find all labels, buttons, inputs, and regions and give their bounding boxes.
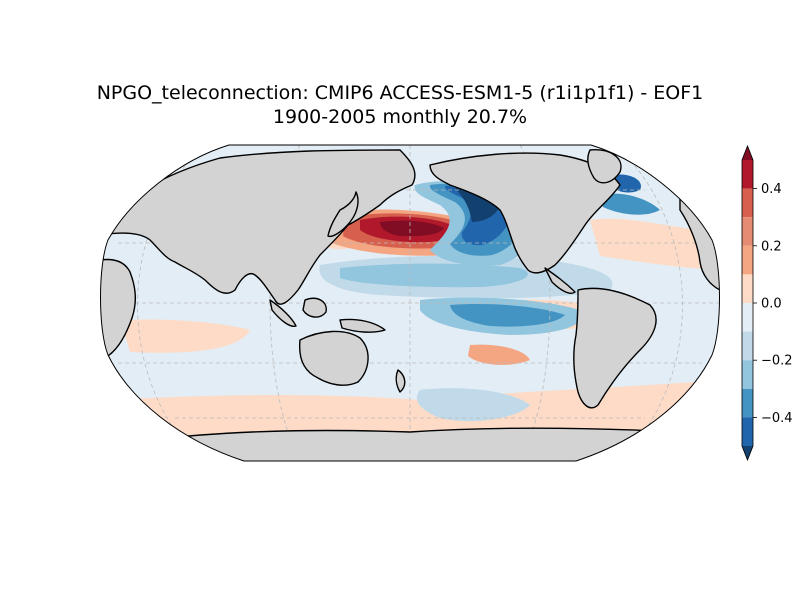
- colorbar: 0.4 0.2 0.0 −0.2 −0.4: [741, 144, 793, 462]
- colorbar-extend-max: [742, 146, 753, 160]
- colorbar-level-8: [742, 388, 753, 418]
- map-title-line1: NPGO_teleconnection: CMIP6 ACCESS-ESM1-5…: [96, 82, 704, 104]
- map-title-line2: 1900-2005 monthly 20.7%: [272, 106, 528, 128]
- land-africa: [100, 258, 137, 361]
- colorbar-level-6: [742, 331, 753, 361]
- land-japan: [327, 191, 359, 238]
- map-boundary: [100, 144, 720, 462]
- land-south-america: [573, 287, 657, 409]
- land-greenland: [587, 149, 622, 184]
- colorbar-level-7: [742, 360, 753, 389]
- land-north-america: [429, 152, 621, 274]
- land-new-guinea: [339, 318, 386, 333]
- positive-anomaly-atlantic: [590, 218, 720, 270]
- positive-anomaly-central-south: [468, 344, 530, 365]
- colorbar-level-5: [742, 303, 753, 332]
- colorbar-level-2: [742, 217, 753, 246]
- negative-anomaly-subtropical: [340, 263, 528, 288]
- land-borneo: [302, 297, 327, 318]
- colorbar-tick-label-2: 0.0: [761, 297, 782, 312]
- colorbar-tick-label-1: 0.2: [761, 239, 782, 254]
- colorbar-level-9: [742, 417, 753, 446]
- positive-anomaly-kuroshio-peak: [380, 220, 444, 237]
- colorbar-tick-label-0: 0.4: [761, 182, 782, 197]
- colorbar-tick-label-4: −0.4: [761, 411, 793, 426]
- land-eurasia: [100, 149, 416, 305]
- negative-anomaly-south-pacific: [416, 388, 530, 422]
- colorbar-extend-min: [742, 446, 753, 460]
- negative-anomaly-east-pacific-core: [450, 304, 565, 327]
- negative-anomaly-north-atlantic: [600, 193, 660, 215]
- colorbar-level-3: [742, 245, 753, 275]
- positive-anomaly-band-southwest: [120, 319, 250, 353]
- land-new-zealand: [395, 369, 406, 393]
- colorbar-tick-label-3: −0.2: [761, 354, 793, 369]
- land-antarctica: [100, 427, 720, 461]
- colorbar-level-4: [742, 274, 753, 303]
- land-central-america: [544, 267, 576, 294]
- land-sumatra: [269, 299, 297, 327]
- colorbar-level-0: [742, 160, 753, 189]
- colorbar-outline: [741, 144, 754, 462]
- land-masses: [100, 149, 720, 461]
- land-australia: [298, 330, 369, 386]
- colorbar-level-1: [742, 188, 753, 218]
- anomaly-field: [100, 145, 720, 461]
